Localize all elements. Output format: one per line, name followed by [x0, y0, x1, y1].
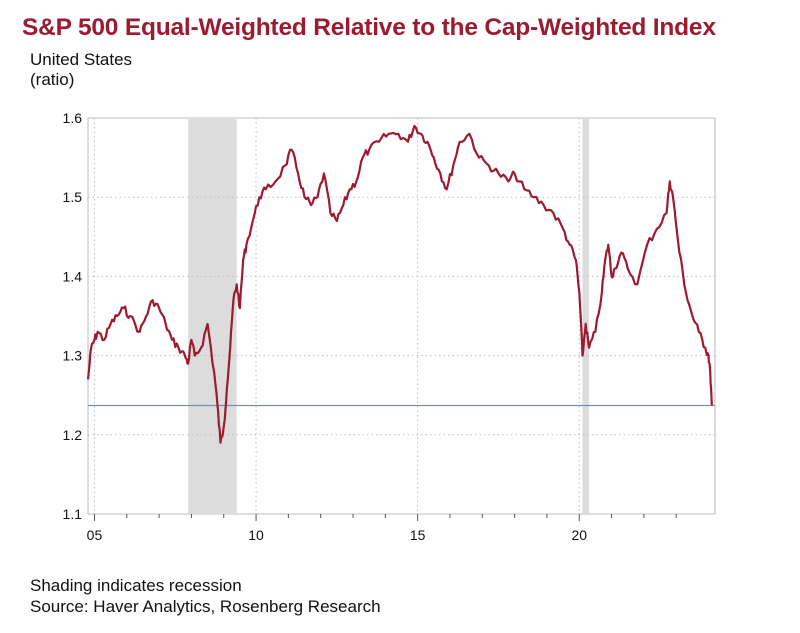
- y-tick-label: 1.6: [63, 110, 83, 126]
- chart-subtitle: United States: [30, 50, 133, 69]
- x-tick-label: 05: [87, 527, 103, 543]
- x-tick-label: 20: [571, 527, 587, 543]
- x-tick-label: 15: [410, 527, 426, 543]
- y-tick-label: 1.4: [63, 268, 83, 284]
- y-tick-label: 1.1: [63, 506, 83, 522]
- chart-area: 1.1 1.2 1.3 1.4 1.5 1.6 05 10 15 20: [63, 110, 716, 543]
- source-note: Source: Haver Analytics, Rosenberg Resea…: [30, 597, 381, 616]
- series-line: [86, 124, 713, 444]
- x-tick-label: 10: [248, 527, 264, 543]
- chart-title: S&P 500 Equal-Weighted Relative to the C…: [22, 14, 716, 41]
- y-tick-label: 1.2: [63, 427, 83, 443]
- recession-band-1: [188, 119, 237, 514]
- chart-units: (ratio): [30, 70, 75, 89]
- y-tick-label: 1.5: [63, 189, 83, 205]
- plot-frame: [87, 117, 716, 515]
- recession-note: Shading indicates recession: [30, 576, 242, 595]
- recession-band-2: [582, 119, 589, 514]
- y-tick-label: 1.3: [63, 348, 83, 364]
